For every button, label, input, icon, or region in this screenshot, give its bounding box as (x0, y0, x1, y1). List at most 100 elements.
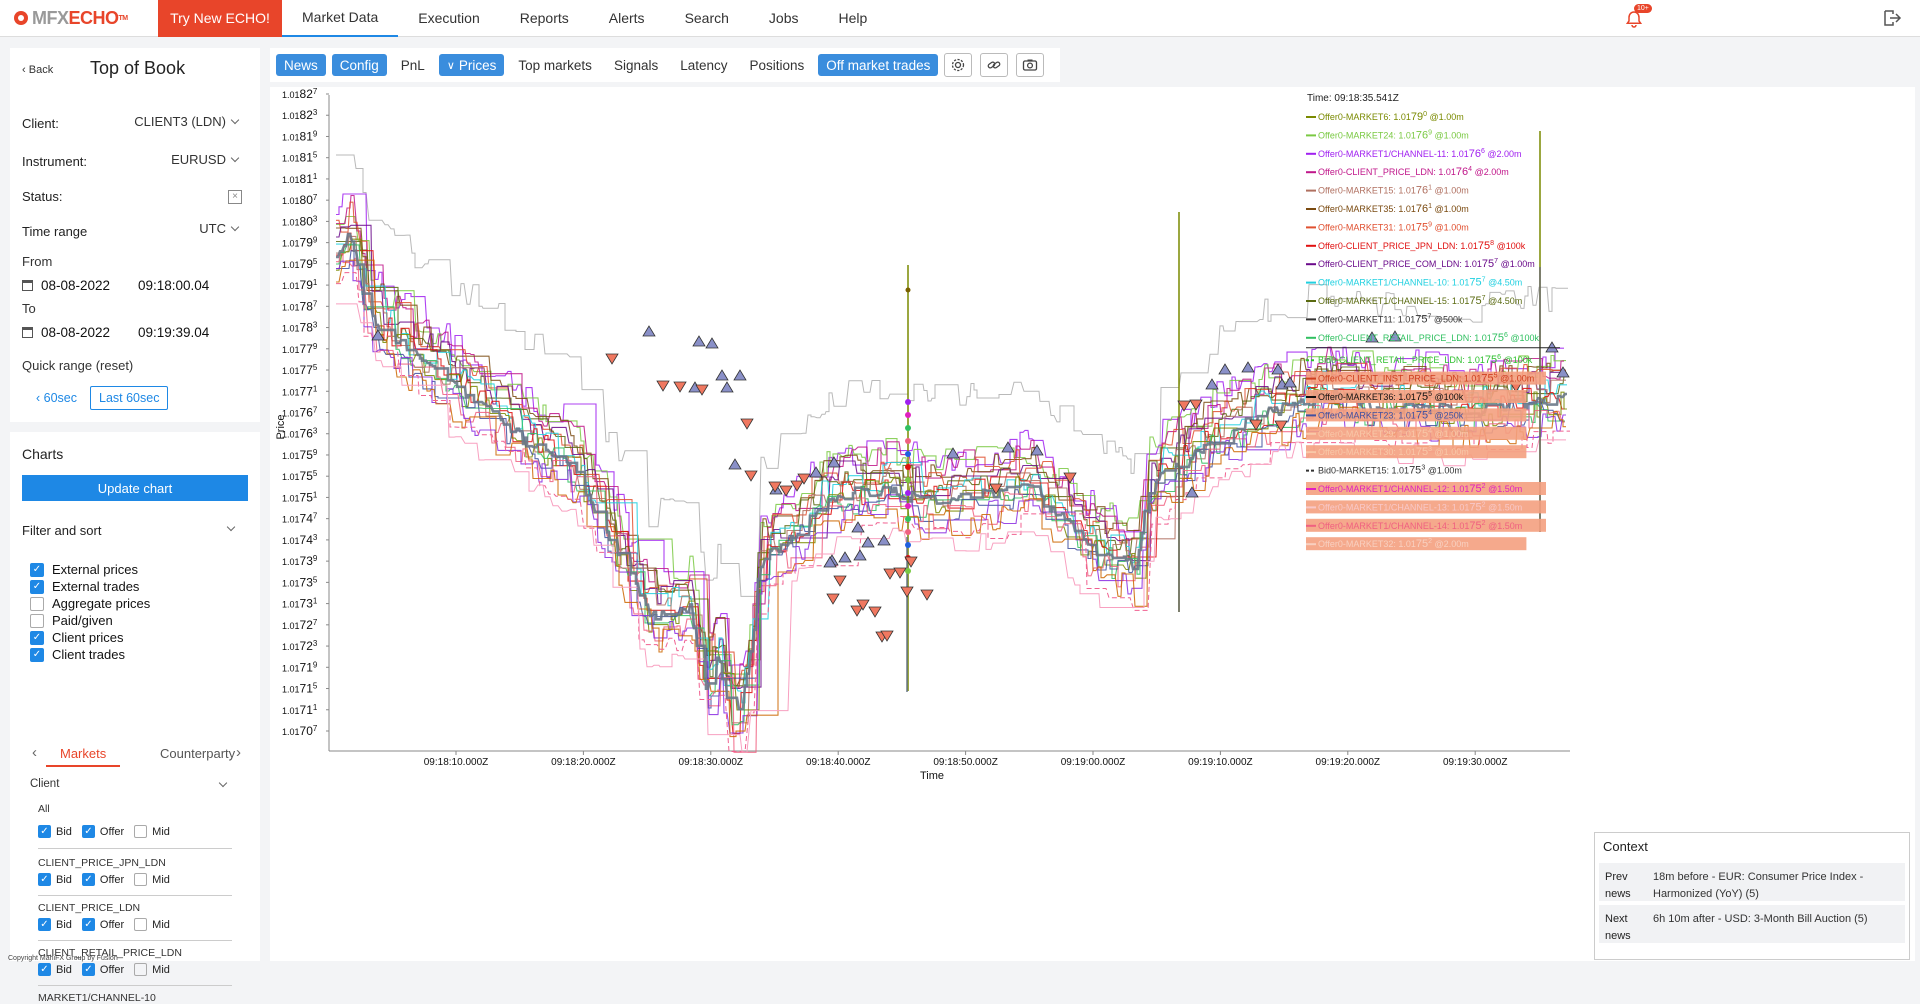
buy-trade-marker (1205, 378, 1219, 390)
to-date-field[interactable]: 08-08-2022 (22, 325, 110, 340)
toolbar-pnl-button[interactable]: PnL (393, 54, 433, 76)
buy-trade-marker (371, 329, 385, 341)
y-tick-label-part: 1 (313, 384, 318, 393)
all-mid-checkbox[interactable] (134, 825, 148, 838)
checkbox[interactable] (30, 596, 44, 611)
toolbar-signals-button[interactable]: Signals (606, 54, 666, 76)
from-date-field[interactable]: 08-08-2022 (22, 278, 110, 293)
client-select[interactable]: CLIENT3 (LDN) (134, 114, 240, 129)
all-label: All (38, 803, 50, 815)
link-button[interactable] (980, 53, 1009, 77)
toolbar-top-markets-button[interactable]: Top markets (510, 54, 600, 76)
all-offer-checkbox[interactable]: ✓ (81, 825, 95, 838)
mfx-echo-logo[interactable]: MFX ECHO TM (0, 0, 158, 37)
charts-heading: Charts (22, 446, 64, 462)
group-1-offer-checkbox[interactable]: ✓ (81, 918, 95, 931)
x-tick-label: 09:18:10.000Z (424, 757, 489, 768)
back-60sec-button[interactable]: ‹ 60sec (28, 386, 85, 410)
legend-entry-part: @100k (1494, 241, 1526, 251)
nav-item-alerts[interactable]: Alerts (608, 10, 645, 26)
back-link[interactable]: ‹ Back (22, 64, 53, 76)
checkbox[interactable]: ✓ (30, 562, 44, 577)
tabs-scroll-left-icon[interactable]: ‹ (32, 744, 37, 761)
y-tick-label-part: 3 (313, 214, 318, 223)
buy-trade-marker (877, 534, 891, 546)
filter-client-prices[interactable]: ✓ Client prices (30, 630, 124, 645)
y-tick-label: 1.01783 (282, 321, 318, 335)
trade-point (905, 438, 911, 444)
group-1-mid-checkbox[interactable] (134, 918, 148, 931)
toolbar-off-market-trades-button[interactable]: Off market trades (818, 54, 939, 76)
settings-button[interactable] (944, 53, 973, 77)
nav-item-reports[interactable]: Reports (519, 10, 569, 26)
toolbar-positions-button[interactable]: Positions (742, 54, 813, 76)
chevron-down-icon[interactable] (226, 522, 236, 532)
toolbar-config-button[interactable]: Config (331, 54, 387, 76)
from-label: From (22, 254, 53, 269)
nav-item-search[interactable]: Search (684, 10, 729, 26)
group-0-mid-checkbox[interactable] (134, 873, 148, 886)
y-tick-label-part: 1.01 (282, 345, 300, 355)
y-tick-label-part: 78 (300, 299, 314, 313)
try-new-echo-button[interactable]: Try New ECHO! (158, 0, 282, 37)
filter-aggregate-prices[interactable]: Aggregate prices (30, 596, 150, 611)
filter-external-trades[interactable]: ✓ External trades (30, 579, 139, 594)
tabs-scroll-right-icon[interactable]: › (236, 744, 241, 761)
checkbox[interactable]: ✓ (30, 630, 44, 645)
to-time-field[interactable]: 09:19:39.04 (138, 325, 210, 340)
group-1-bid-checkbox[interactable]: ✓ (38, 918, 51, 931)
y-tick-label-part: 74 (300, 533, 314, 547)
group-2-mid-checkbox[interactable] (134, 963, 148, 976)
notifications-bell-icon[interactable] (1624, 9, 1644, 29)
filter-and-sort-toggle[interactable]: Filter and sort (22, 523, 102, 538)
checkbox[interactable]: ✓ (30, 579, 44, 594)
legend-entry: Offer0-CLIENT_PRICE_JPN_LDN: 1.01758 @10… (1318, 240, 1526, 252)
nav-item-help[interactable]: Help (838, 10, 868, 26)
group-2-offer-checkbox[interactable]: ✓ (81, 963, 95, 976)
toolbar-button-label: PnL (400, 57, 425, 73)
price-chart[interactable]: 1.018271.018231.018191.018151.018111.018… (270, 87, 1915, 961)
y-tick-label-part: 71 (300, 703, 314, 717)
instrument-select[interactable]: EURUSD (171, 152, 240, 167)
last-60sec-button[interactable]: Last 60sec (90, 386, 169, 410)
checkbox[interactable] (30, 613, 44, 628)
toolbar-latency-button[interactable]: Latency (672, 54, 735, 76)
logout-icon[interactable] (1882, 8, 1902, 28)
all-bid-checkbox[interactable]: ✓ (38, 825, 51, 838)
update-chart-button[interactable]: Update chart (22, 475, 248, 501)
legend-entry: Offer0-CLIENT_PRICE_LDN: 1.01764 @2.00m (1318, 166, 1509, 178)
nav-item-execution[interactable]: Execution (418, 10, 480, 26)
status-clear-icon[interactable]: × (228, 190, 242, 204)
toolbar-prices-button[interactable]: ∨ Prices (438, 54, 505, 76)
quick-range-label[interactable]: Quick range (reset) (22, 358, 134, 373)
group-0-bid-checkbox[interactable]: ✓ (38, 873, 51, 886)
client-group-header[interactable]: Client (30, 778, 240, 790)
legend-highlight (1306, 371, 1546, 385)
legend-entry-part: 75 (1416, 446, 1428, 458)
buy-trade-marker (838, 551, 852, 563)
top-of-book-settings: ‹ Back Top of Book Client: CLIENT3 (LDN)… (10, 48, 260, 422)
filter-client-trades[interactable]: ✓ Client trades (30, 647, 125, 662)
filter-paid-given[interactable]: Paid/given (30, 613, 113, 628)
timezone-select[interactable]: UTC (199, 221, 240, 236)
buy-trade-marker (642, 325, 656, 337)
snapshot-button[interactable] (1016, 53, 1045, 77)
nav-item-jobs[interactable]: Jobs (768, 10, 799, 26)
from-time-field[interactable]: 09:18:00.04 (138, 278, 210, 293)
group-2-bid-checkbox[interactable]: ✓ (38, 963, 51, 976)
buy-trade-marker (1556, 366, 1570, 378)
checkbox[interactable]: ✓ (30, 647, 44, 662)
group-0-offer-checkbox[interactable]: ✓ (81, 873, 95, 886)
buy-trade-marker (715, 369, 729, 381)
filter-external-prices[interactable]: ✓ External prices (30, 562, 138, 577)
legend-entry-part: Offer0-MARKET1/CHANNEL-13: (1318, 502, 1452, 512)
tab-markets[interactable]: Markets (46, 746, 121, 767)
legend-entry-part: @4.50m (1486, 296, 1523, 306)
tab-counterparty[interactable]: Counterparty (160, 746, 236, 761)
y-tick-label-part: 80 (300, 193, 314, 207)
toolbar-news-button[interactable]: News (276, 54, 326, 76)
legend-entry-part: @1.00m (1427, 112, 1464, 122)
nav-item-market-data[interactable]: Market Data (282, 0, 399, 37)
legend-entry: Offer0-MARKET1/CHANNEL-12: 1.01752 @1.50… (1318, 483, 1522, 495)
legend-entry-part: Offer0-MARKET32: (1318, 539, 1398, 549)
